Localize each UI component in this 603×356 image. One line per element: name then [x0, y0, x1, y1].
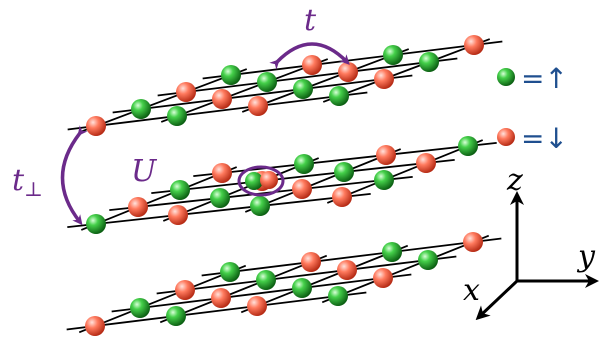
spin-down-site	[168, 205, 188, 225]
lattice-line	[240, 244, 409, 314]
hopping-arrow	[269, 42, 350, 70]
spin-up-site	[170, 180, 190, 200]
spin-down-site	[376, 145, 396, 165]
spin-down-site	[338, 62, 358, 82]
lattice-line	[244, 148, 402, 213]
spin-down-site	[463, 232, 483, 252]
spin-up-site	[250, 196, 270, 216]
spin-down-site	[176, 82, 196, 102]
spin-down-site	[212, 89, 232, 109]
spin-up-site	[292, 278, 312, 298]
spin-down-site	[302, 55, 322, 75]
lattice-line	[79, 68, 248, 133]
spin-up-site	[220, 262, 240, 282]
lattice-line	[241, 48, 410, 113]
lattice-line	[157, 57, 458, 97]
lattice-line	[162, 157, 320, 222]
spin-up-site	[86, 214, 106, 234]
lattice-line	[321, 234, 490, 304]
lattice-line	[322, 38, 491, 103]
spin-down-site	[86, 116, 106, 136]
spin-down-site	[175, 280, 195, 300]
lattice-line	[80, 166, 238, 231]
interlayer-hopping-label: t⊥	[12, 163, 43, 201]
lattice-line	[202, 40, 503, 80]
spin-down-site	[373, 268, 393, 288]
spin-down-site	[464, 35, 484, 55]
spin-down-site	[416, 153, 436, 173]
lattice-line	[151, 158, 455, 195]
spin-up-site	[328, 286, 348, 306]
spin-down-site	[374, 69, 394, 89]
lattice-line	[67, 192, 371, 229]
lattice-line	[159, 254, 328, 324]
legend-spin-down-text: =↓	[521, 122, 568, 155]
spin-up-site	[329, 86, 349, 106]
spin-up-site	[334, 162, 354, 182]
spin-up-site	[245, 172, 263, 190]
legend-spin-down-marker	[497, 128, 515, 146]
spin-up-site	[210, 188, 230, 208]
spin-down-site	[337, 260, 357, 280]
spin-down-site	[260, 171, 278, 189]
spin-up-site	[294, 154, 314, 174]
interaction-ring	[237, 165, 285, 197]
spin-down-site	[247, 296, 267, 316]
spin-up-site	[418, 250, 438, 270]
spin-up-site	[419, 52, 439, 72]
spin-up-site	[130, 298, 150, 318]
spin-down-site	[128, 197, 148, 217]
spin-up-site	[221, 65, 241, 85]
interaction-label: U	[131, 154, 158, 189]
lattice-line	[66, 291, 367, 331]
lattice-layers	[66, 35, 503, 336]
lattice-layer-top	[67, 35, 503, 136]
interlayer-hopping-subscript: ⊥	[24, 177, 43, 201]
spin-up-site	[293, 79, 313, 99]
spin-up-site	[256, 270, 276, 290]
spin-up-site	[458, 136, 478, 156]
spin-down-site	[292, 179, 312, 199]
hopping-label: t	[304, 3, 317, 38]
y-axis-label: y	[576, 239, 596, 274]
legend-spin-up-marker	[497, 68, 515, 86]
legend-spin-up-text: =↑	[521, 62, 568, 95]
lattice-line	[112, 74, 413, 114]
spin-up-site	[257, 72, 277, 92]
x-axis	[475, 279, 519, 321]
lattice-line	[78, 264, 247, 334]
spin-down-site	[332, 187, 352, 207]
lattice-layer-bot	[66, 232, 502, 336]
spin-down-site	[248, 96, 268, 116]
x-axis-label: x	[463, 273, 480, 308]
legend: =↑ =↓	[497, 62, 568, 155]
spin-down-site	[85, 316, 105, 336]
z-axis-label: z	[506, 163, 523, 198]
double-occupancy-site	[237, 165, 285, 197]
lattice-line	[111, 273, 412, 313]
lattice-line	[67, 91, 368, 131]
spin-down-site	[212, 163, 232, 183]
spin-down-site	[211, 288, 231, 308]
spin-up-site	[374, 170, 394, 190]
spin-up-site	[167, 106, 187, 126]
interlayer-hopping-arrow	[60, 125, 88, 226]
lattice-line	[326, 139, 484, 204]
lattice-line	[156, 255, 457, 295]
lattice-line	[201, 237, 502, 277]
spin-up-site	[382, 242, 402, 262]
spin-up-site	[166, 306, 186, 326]
spin-up-site	[131, 99, 151, 119]
coordinate-axes: z y x	[463, 163, 599, 321]
spin-up-site	[383, 45, 403, 65]
spin-down-site	[301, 252, 321, 272]
